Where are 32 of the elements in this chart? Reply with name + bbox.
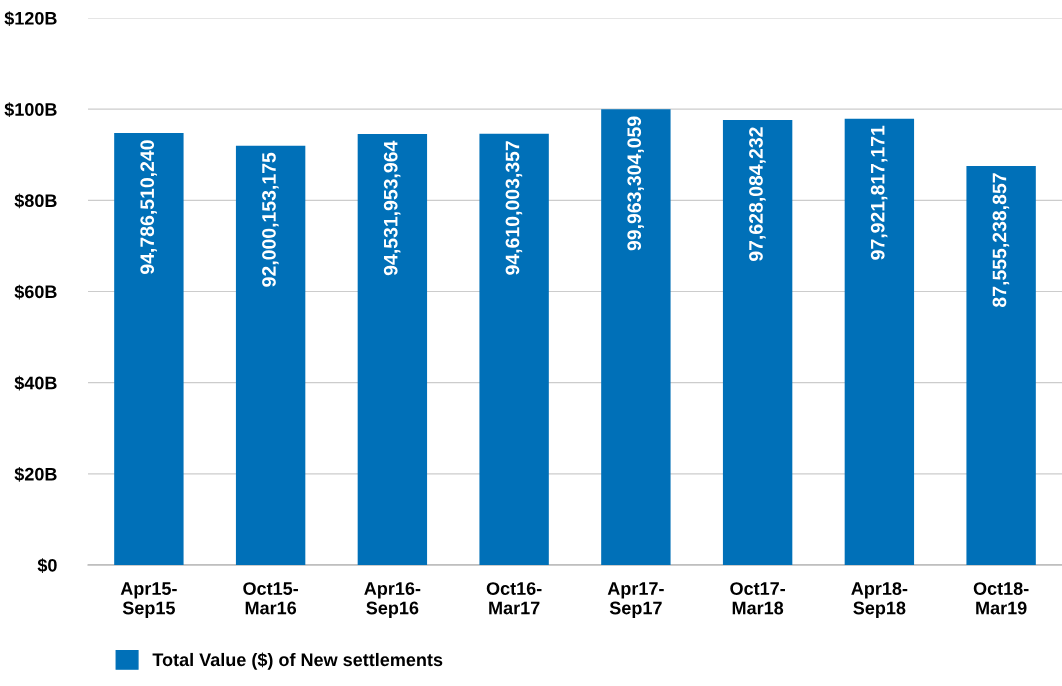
- y-tick-label: $20B: [14, 466, 57, 482]
- y-tick-label: $80B: [14, 193, 57, 209]
- data-label: 97,628,084,232: [749, 127, 766, 262]
- data-label: 94,786,510,240: [140, 140, 157, 274]
- bar: [601, 109, 671, 565]
- x-tick-label: Oct15- Mar16: [243, 582, 298, 615]
- data-label: 97,921,817,171: [870, 125, 888, 260]
- data-label: 94,531,953,964: [383, 140, 401, 276]
- y-tick-label: $60B: [14, 284, 57, 300]
- x-tick-label: Apr16- Sep16: [364, 582, 421, 618]
- bar: [235, 145, 306, 565]
- x-tick-label: Apr15- Sep15: [120, 582, 177, 618]
- bar: [844, 118, 915, 565]
- y-tick-label: $120B: [4, 11, 57, 26]
- bar: [966, 165, 1036, 565]
- x-tick-label: Apr18- Sep18: [851, 582, 908, 618]
- bar: [114, 132, 184, 565]
- bar: [722, 119, 793, 565]
- data-label: 99,963,304,059: [627, 116, 644, 251]
- bar: [357, 134, 428, 565]
- data-label: 87,555,238,857: [992, 173, 1010, 307]
- data-label: 92,000,153,175: [262, 152, 279, 287]
- x-tick-label: Oct18- Mar19: [973, 582, 1029, 615]
- x-tick-label: Oct16- Mar17: [486, 582, 542, 615]
- x-tick-label: Apr17- Sep17: [607, 582, 664, 618]
- x-tick-label: Oct17- Mar18: [730, 582, 785, 615]
- y-tick-label: $40B: [14, 375, 57, 391]
- y-tick-label: $0: [37, 558, 57, 573]
- bar: [479, 133, 549, 565]
- y-tick-label: $100B: [4, 102, 57, 118]
- legend-label: Total Value ($) of New settlements: [152, 652, 443, 670]
- data-label: 94,610,003,357: [505, 141, 523, 275]
